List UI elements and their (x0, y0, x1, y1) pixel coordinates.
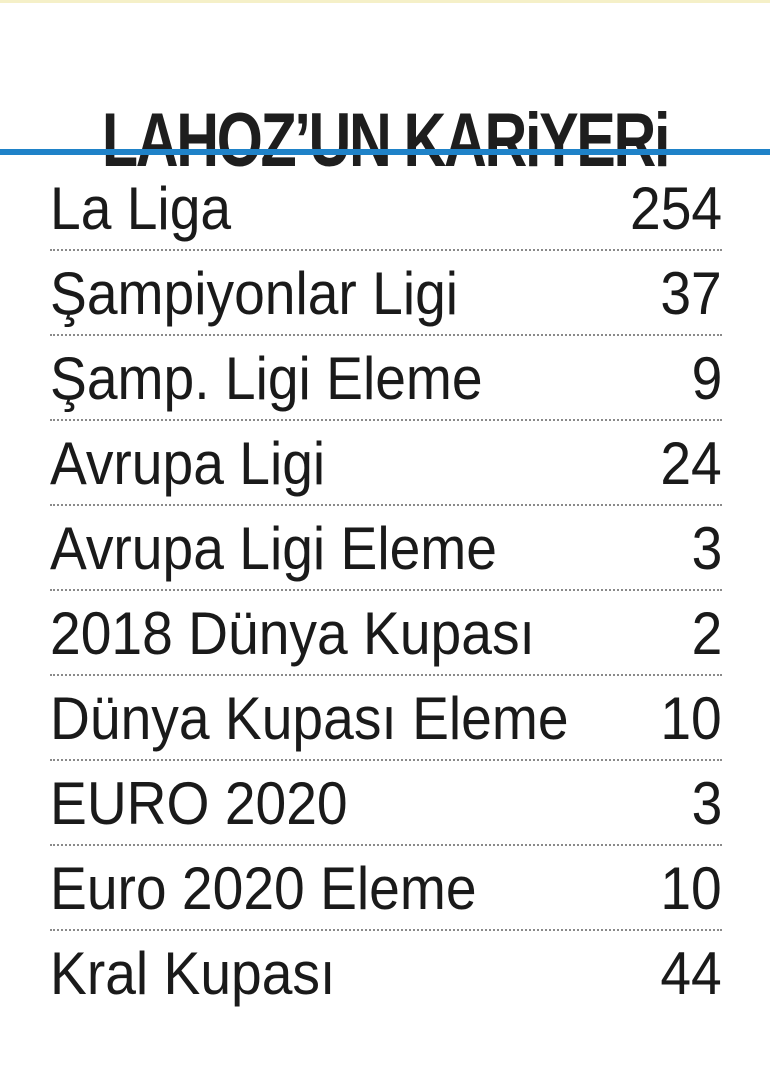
row-value: 44 (660, 940, 722, 1007)
row-value: 10 (660, 685, 722, 752)
row-label: Şamp. Ligi Eleme (50, 345, 483, 412)
row-value: 3 (691, 770, 722, 837)
table-row: Şampiyonlar Ligi 37 (50, 251, 722, 336)
row-label: Şampiyonlar Ligi (50, 260, 459, 327)
table-row: Şamp. Ligi Eleme 9 (50, 336, 722, 421)
row-value: 254 (629, 175, 722, 242)
row-label: Dünya Kupası Eleme (50, 685, 569, 752)
row-label: Avrupa Ligi (50, 430, 326, 497)
table-row: EURO 2020 3 (50, 761, 722, 846)
row-label: 2018 Dünya Kupası (50, 600, 535, 667)
row-value: 3 (691, 515, 722, 582)
row-value: 10 (660, 855, 722, 922)
row-label: EURO 2020 (50, 770, 348, 837)
table-row: Dünya Kupası Eleme 10 (50, 676, 722, 761)
row-label: La Liga (50, 175, 232, 242)
row-label: Euro 2020 Eleme (50, 855, 477, 922)
row-label: Avrupa Ligi Eleme (50, 515, 497, 582)
row-value: 24 (660, 430, 722, 497)
row-value: 2 (691, 600, 722, 667)
row-value: 37 (660, 260, 722, 327)
table-row: La Liga 254 (50, 166, 722, 251)
table-row: 2018 Dünya Kupası 2 (50, 591, 722, 676)
table-row: Avrupa Ligi 24 (50, 421, 722, 506)
title-divider (0, 149, 770, 155)
page-title: LAHOZ’UN KARiYERi (101, 97, 671, 183)
career-table: La Liga 254 Şampiyonlar Ligi 37 Şamp. Li… (50, 166, 722, 1016)
row-label: Kral Kupası (50, 940, 336, 1007)
table-row: Avrupa Ligi Eleme 3 (50, 506, 722, 591)
top-border (0, 0, 770, 3)
row-value: 9 (691, 345, 722, 412)
table-row: Euro 2020 Eleme 10 (50, 846, 722, 931)
table-row: Kral Kupası 44 (50, 931, 722, 1016)
